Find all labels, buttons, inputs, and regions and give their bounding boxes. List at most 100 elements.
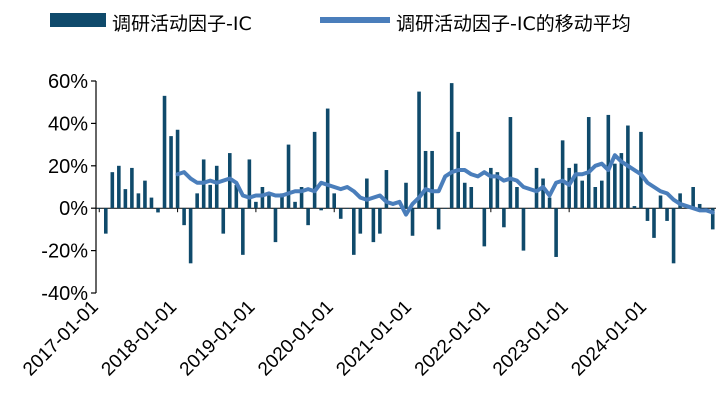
y-tick-label: -20% (41, 241, 88, 263)
bar (469, 187, 474, 209)
legend-label-bar: 调研活动因子-IC (112, 13, 252, 35)
bar (208, 184, 213, 209)
bar (619, 153, 624, 209)
x-tick-label: 2022-01-01 (411, 297, 495, 381)
bar (306, 208, 310, 226)
bar (658, 195, 663, 209)
x-tick-label: 2019-01-01 (176, 297, 260, 381)
bar (182, 208, 186, 226)
x-tick-label: 2024-01-01 (567, 297, 651, 381)
bar (169, 136, 173, 209)
bar (378, 208, 382, 234)
bar (391, 208, 395, 209)
x-tick-label: 2021-01-01 (332, 297, 416, 381)
x-tick-label: 2020-01-01 (254, 297, 338, 381)
bar (606, 114, 611, 209)
bar (482, 208, 487, 247)
x-tick-label: 2017-01-01 (19, 297, 103, 381)
bar (384, 170, 389, 209)
legend: 调研活动因子-IC 调研活动因子-IC的移动平均 (50, 13, 631, 35)
bar (397, 208, 402, 209)
bar (130, 167, 134, 209)
bar (247, 159, 252, 209)
bar (149, 197, 154, 209)
bar (665, 208, 669, 221)
bar (613, 163, 617, 209)
bar (267, 195, 271, 209)
bar (312, 131, 317, 209)
y-tick-label: 20% (48, 156, 88, 178)
bar (351, 208, 356, 255)
bar (423, 150, 428, 209)
bar (436, 208, 441, 230)
bar (443, 208, 447, 209)
bar (143, 180, 147, 209)
bar (697, 203, 702, 209)
bar (103, 208, 108, 234)
bar (534, 167, 539, 209)
bar (175, 129, 180, 209)
bar (280, 193, 284, 209)
bar (573, 163, 578, 209)
bar (97, 208, 102, 209)
bar (273, 208, 278, 243)
bar (580, 180, 585, 209)
y-tick-label: 0% (59, 198, 88, 220)
y-tick-label: 60% (48, 71, 88, 93)
axes: -40%-20%0%20%40%60%2017-01-012018-01-012… (19, 71, 716, 380)
bar-series (97, 83, 715, 264)
bar (299, 187, 304, 209)
bar (528, 208, 532, 209)
bar (541, 178, 545, 209)
x-tick-label: 2023-01-01 (489, 297, 573, 381)
bar (338, 208, 343, 219)
bar (241, 208, 245, 255)
moving-average-line (175, 153, 715, 217)
bar (515, 187, 519, 209)
bar (123, 189, 128, 209)
bar (214, 165, 219, 209)
bar (632, 206, 637, 209)
bar (404, 182, 408, 209)
bar (371, 208, 376, 243)
bar (567, 167, 571, 209)
bar (286, 144, 291, 209)
bar (410, 208, 415, 236)
bar (495, 172, 500, 209)
bar (188, 208, 193, 264)
bar (599, 180, 604, 209)
bar (475, 208, 480, 209)
bar (489, 167, 493, 209)
bar (358, 208, 363, 234)
bar (195, 193, 199, 209)
bar (678, 193, 682, 209)
y-tick-label: -40% (41, 283, 88, 305)
bar (332, 193, 337, 209)
bar (136, 193, 141, 209)
bar (508, 117, 513, 209)
bar (234, 184, 239, 209)
line-series (175, 153, 715, 217)
bar (547, 197, 552, 209)
bar (117, 165, 121, 209)
bar (260, 187, 265, 209)
bar (110, 172, 115, 209)
bar (593, 187, 598, 209)
bar (221, 208, 226, 234)
x-tick-label: 2018-01-01 (98, 297, 182, 381)
bar (639, 131, 643, 209)
bar (710, 208, 715, 230)
legend-label-line: 调研活动因子-IC的移动平均 (396, 13, 631, 35)
bar (430, 150, 434, 209)
bar (319, 208, 323, 211)
bar (560, 140, 565, 209)
bar (162, 95, 167, 209)
bar (449, 83, 454, 209)
bar (462, 182, 467, 209)
bar (417, 91, 421, 209)
bar (645, 208, 650, 221)
bar (691, 187, 695, 209)
bar (554, 208, 558, 257)
bar (586, 117, 591, 209)
